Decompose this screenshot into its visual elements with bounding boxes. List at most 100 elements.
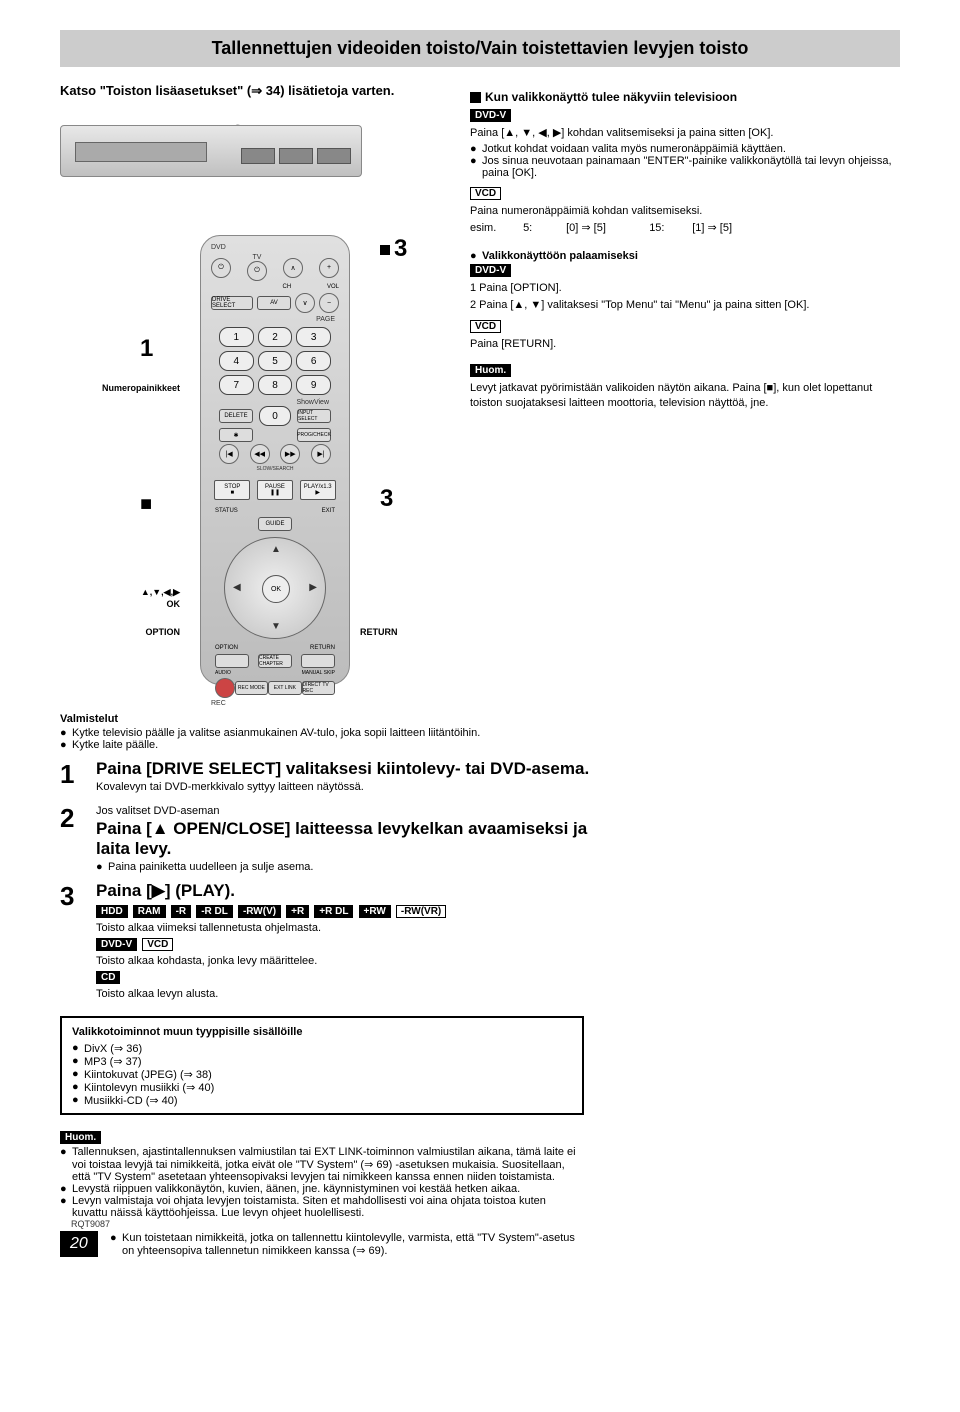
rec-label: REC [211,700,339,707]
return-label: RETURN [360,627,398,637]
left-column: Katso "Toiston lisäasetukset" (⇒ 34) lis… [60,83,440,695]
front-btn-icon [279,148,313,164]
delete-btn-icon: DELETE [219,409,253,423]
notebox: Valikkotoiminnot muun tyyppisille sisäll… [60,1016,584,1115]
badge-huom: Huom. [470,364,511,377]
badge-row-2: DVD-V VCD [96,936,600,953]
num-6: 6 [296,351,331,371]
pause-btn-icon: PAUSE❚❚ [257,480,293,500]
num-1: 1 [219,327,254,347]
skip-fwd-icon: ▶| [311,444,331,464]
badge-dvdv: DVD-V [470,109,511,122]
status-label: STATUS [215,508,238,514]
valmistelut-title: Valmistelut [60,713,520,725]
left-arrow-icon: ◀ [233,582,241,593]
square-bullet-icon [470,92,481,103]
down-arrow-icon: ▼ [271,621,281,632]
step-3-title: Paina [▶] (PLAY). [96,881,600,901]
badge-cd: CD [96,971,120,984]
ch-up-btn-icon: ∧ [283,258,303,278]
step-3: 3 Paina [▶] (PLAY). HDD RAM -R -R DL -RW… [60,881,600,1002]
square-icon [380,245,390,255]
manual-skip-label: MANUAL SKIP [302,670,335,676]
skip-back-icon: |◀ [219,444,239,464]
rm-ch-label: CH [283,284,292,290]
right-column: Kun valikkonäyttö tulee näkyviin televis… [470,83,900,695]
step-2-num: 2 [60,803,96,873]
step-2-pre: Jos valitset DVD-aseman [96,805,600,817]
page: Tallennettujen videoiden toisto/Vain toi… [0,0,960,1277]
progcheck-btn-icon: PROG/CHECK [297,428,331,442]
step-1: 1 Paina [DRIVE SELECT] valitaksesi kiint… [60,759,600,795]
front-btn-icon [241,148,275,164]
badge-dvdv3: DVD-V [96,938,137,951]
callout-3a-num: 3 [394,235,407,262]
numeropainikkeet-label: Numeropainikkeet [60,383,180,393]
num-3: 3 [296,327,331,347]
nb-i2: ●MP3 (⇒ 37) [72,1055,572,1068]
star-btn-icon: ✱ [219,428,253,442]
remote-control-icon: DVD ⏻ TV ⏻ ∧ + CH VOL [200,235,350,685]
badge-ram: RAM [133,905,166,918]
option-btn-icon [215,654,249,668]
step-3-num: 3 [60,881,96,1002]
play-btn-icon: PLAY/x1.3▶ [300,480,336,500]
steps-section: 1 Paina [DRIVE SELECT] valitaksesi kiint… [60,759,600,1002]
arrows-ok-label: ▲,▼,◀,▶ OK [60,587,180,610]
badge-prdl: +R DL [314,905,353,918]
right-p1: Paina [▲, ▼, ◀, ▶] kohdan valitsemiseksi… [470,126,900,141]
badge-vcd3: VCD [142,938,173,951]
footer-code: RQT9087 [60,1219,110,1229]
valm-b1: ●Kytke televisio päälle ja valitse asian… [60,727,520,739]
direct-tv-rec-label: DIRECT TV REC [302,681,335,695]
exit-label: EXIT [322,508,335,514]
two-column-layout: Katso "Toiston lisäasetukset" (⇒ 34) lis… [60,83,900,695]
intro-text: Katso "Toiston lisäasetukset" (⇒ 34) lis… [60,83,440,99]
option-btn-label: OPTION [215,645,238,651]
badge-pr: +R [286,905,309,918]
badge-rwv: -RW(V) [238,905,281,918]
remote-illustration: 3 1 Numeropainikkeet ■ 3 ▲,▼,◀,▶ OK OPTI… [60,235,440,695]
right-b1: ●Jotkut kohdat voidaan valita myös numer… [470,143,900,155]
numeric-keypad: 1 2 3 4 5 6 7 8 9 [219,327,331,395]
ok-btn-icon: OK [262,575,290,603]
rec-btn-icon [215,678,235,698]
right-s2: 2 Paina [▲, ▼] valitaksesi "Top Menu" ta… [470,298,900,313]
nb-i5: ●Musiikki-CD (⇒ 40) [72,1094,572,1107]
badge-huom2: Huom. [60,1131,101,1144]
badge-row-3: CD [96,969,600,986]
num-5: 5 [258,351,293,371]
num-7: 7 [219,375,254,395]
dvd-recorder-icon [60,125,362,177]
vol-dn-btn-icon: − [319,293,339,313]
right-b3: ●Valikkonäyttöön palaamiseksi [470,250,900,262]
rew-icon: ◀◀ [250,444,270,464]
rm-tv-label: TV [247,254,267,261]
right-p3: esim. 5: [0] ⇒ [5] 15: [1] ⇒ [5] [470,221,900,236]
step-1-num: 1 [60,759,96,795]
step-3-p1: Toisto alkaa viimeksi tallennetusta ohje… [96,922,600,934]
callout-stop: ■ [140,493,152,516]
rm-showview-label: ShowView [211,399,329,406]
badge-rdl: -R DL [196,905,233,918]
nb-i3: ●Kiintokuvat (JPEG) (⇒ 38) [72,1068,572,1081]
guide-btn-icon: GUIDE [258,517,292,531]
right-p4: Paina [RETURN]. [470,337,900,352]
nb-i1: ●DivX (⇒ 36) [72,1042,572,1055]
num-4: 4 [219,351,254,371]
drive-select-btn-icon: DRIVE SELECT [211,296,253,310]
right-b2: ●Jos sinua neuvotaan painamaan "ENTER"-p… [470,155,900,179]
badge-rwvr: -RW(VR) [396,905,446,918]
ext-link-label: EXT LINK [268,681,301,695]
step-2: 2 Jos valitset DVD-aseman Paina [▲ OPEN/… [60,803,600,873]
rm-vol-label: VOL [327,284,339,290]
step-1-title: Paina [DRIVE SELECT] valitaksesi kiintol… [96,759,600,779]
rm-page-label: PAGE [211,316,335,323]
stop-btn-icon: STOP■ [214,480,250,500]
callout-3b: 3 [380,485,393,513]
tv-power-btn-icon: ⏻ [247,261,267,281]
bh-b4: ●Kun toistetaan nimikkeitä, jotka on tal… [110,1232,580,1257]
num-8: 8 [258,375,293,395]
bottom-huom: Huom. ●Tallennuksen, ajastintallennuksen… [60,1129,580,1257]
right-s1: 1 Paina [OPTION]. [470,281,900,296]
